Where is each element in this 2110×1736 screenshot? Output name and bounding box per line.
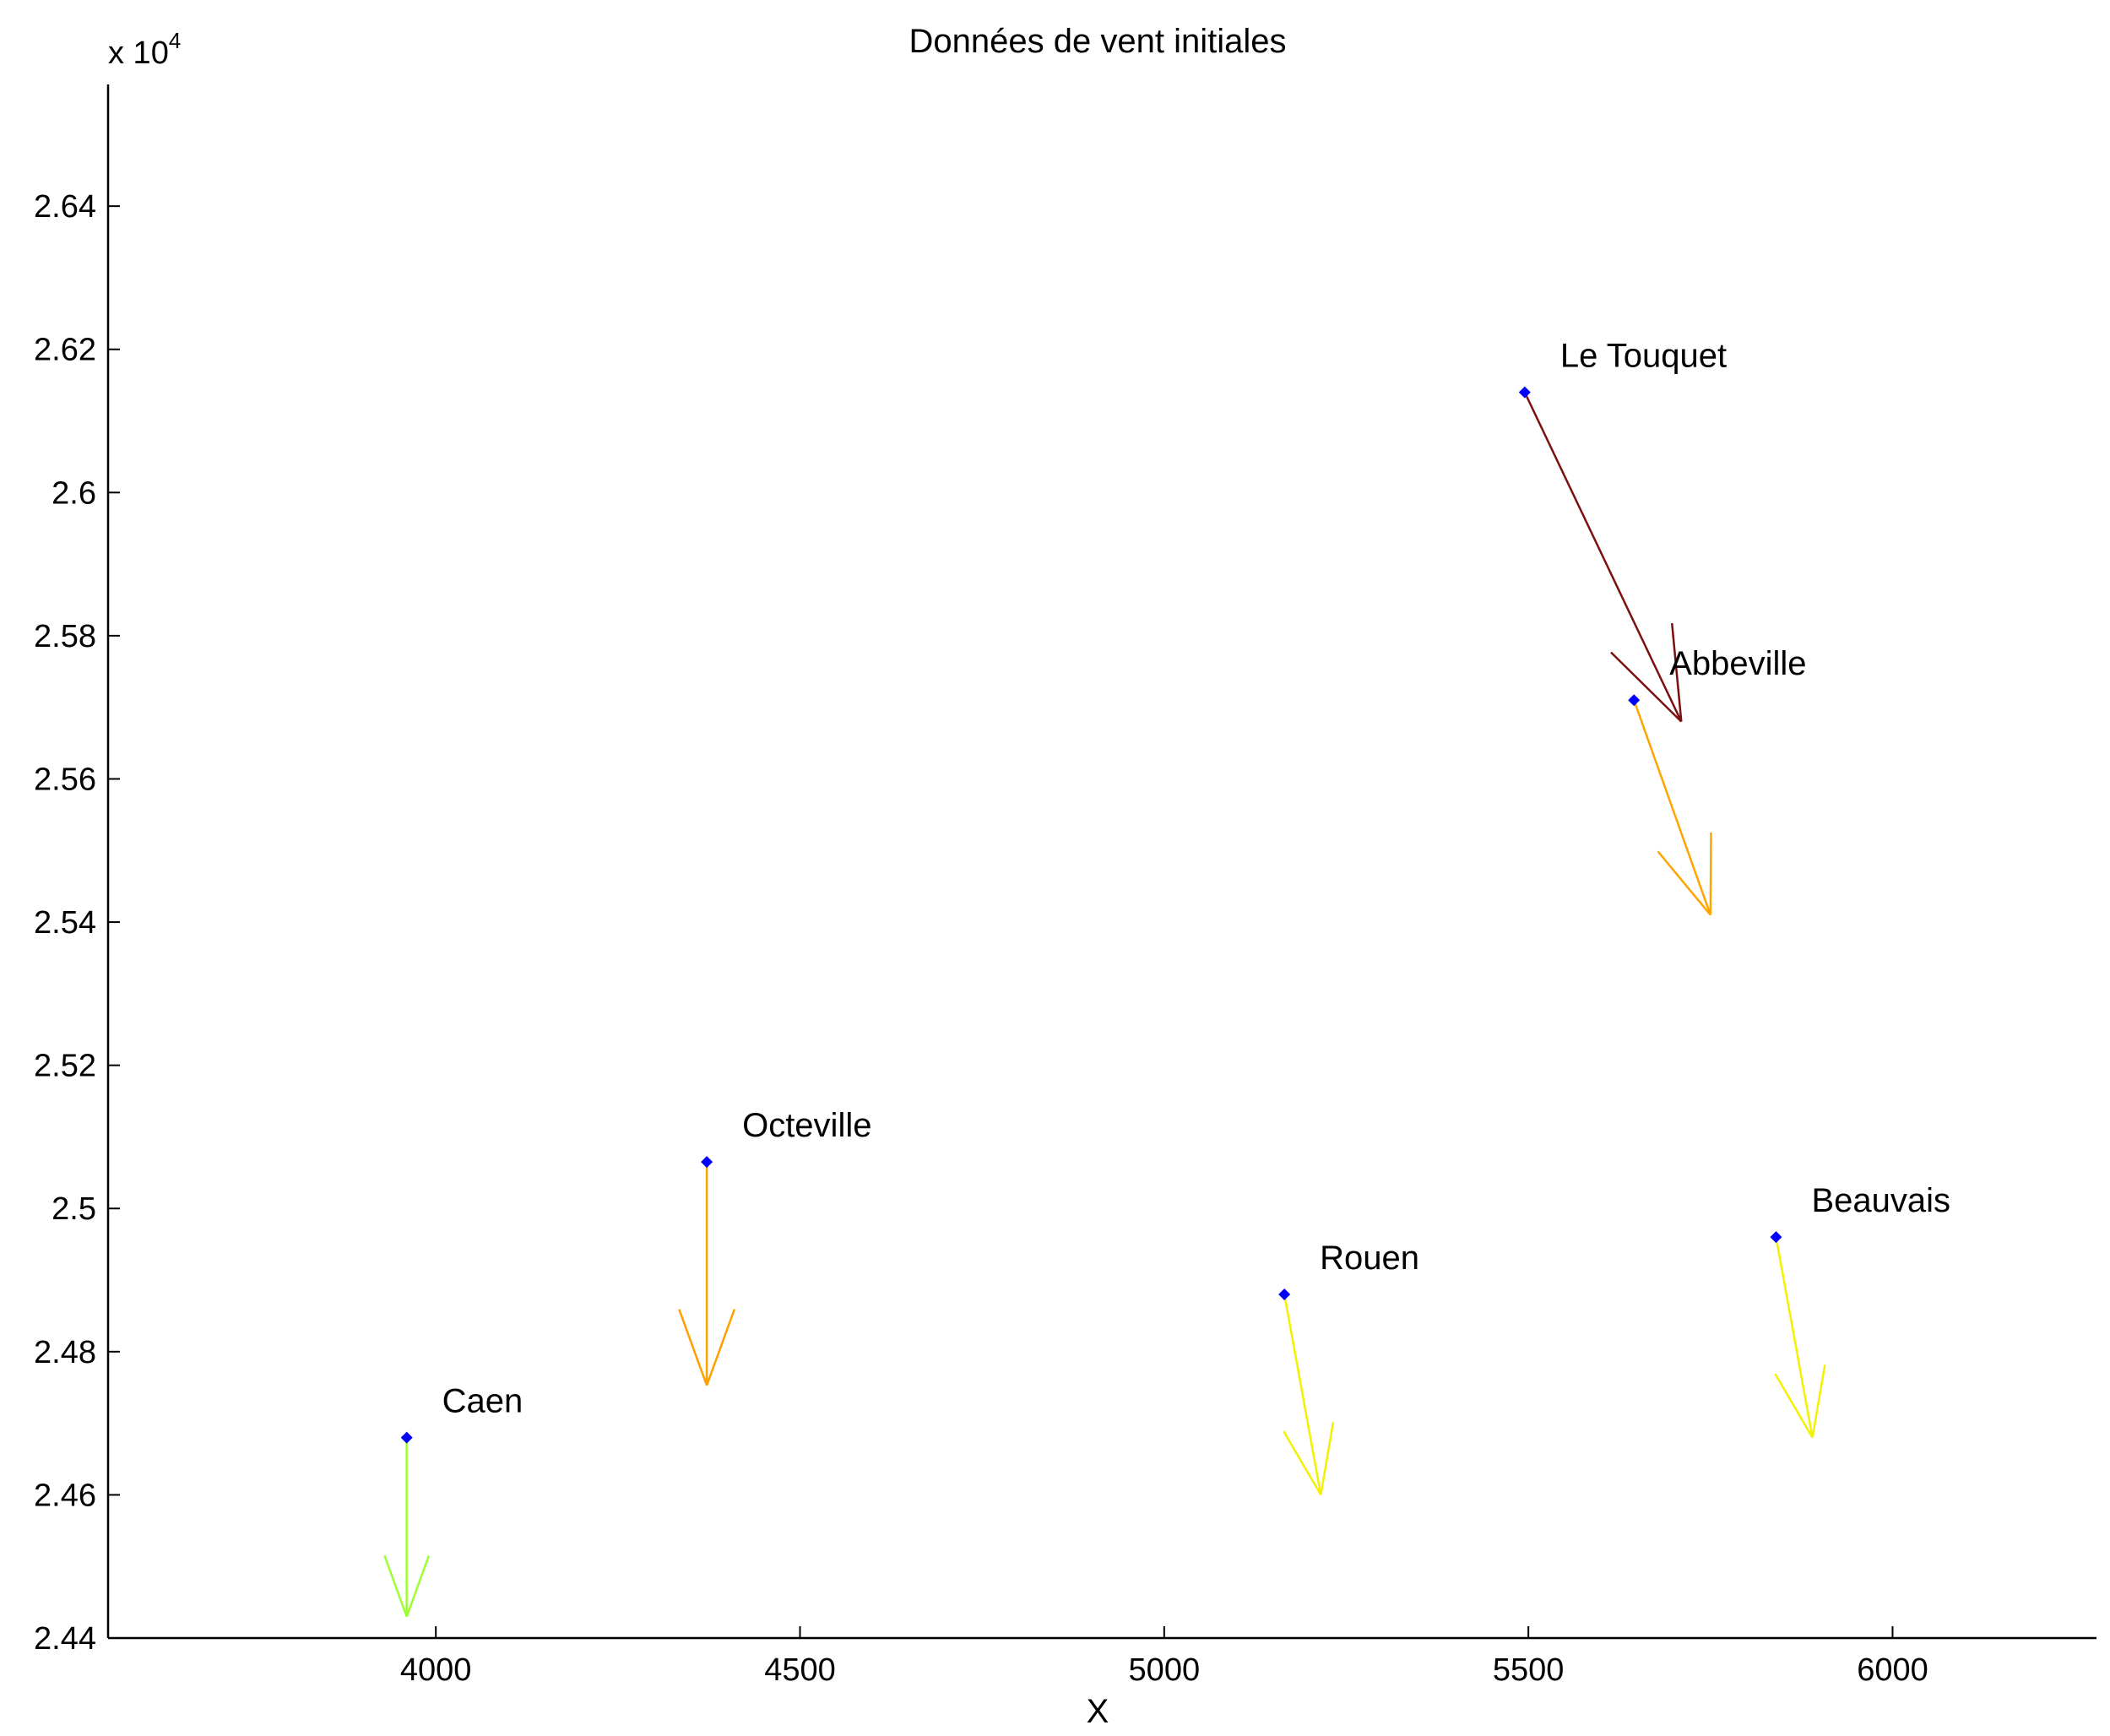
wind-arrow-shaft xyxy=(1283,1294,1322,1495)
wind-arrow xyxy=(678,1162,736,1386)
wind-arrow-head xyxy=(405,1555,431,1617)
wind-arrow xyxy=(1283,1294,1335,1496)
y-tick-label: 2.62 xyxy=(34,333,96,368)
wind-arrow-shaft xyxy=(1633,699,1711,916)
station-label: Le Touquet xyxy=(1560,338,1727,375)
wind-arrow xyxy=(1774,1236,1826,1439)
station-marker xyxy=(1518,386,1531,399)
x-tick-label: 4500 xyxy=(764,1652,836,1688)
wind-arrow-head xyxy=(1283,1430,1322,1496)
y-tick-label: 2.54 xyxy=(34,905,96,941)
x-tick-label: 4000 xyxy=(400,1652,472,1688)
station-labels: Le Touquet Abbeville Octeville Rouen Beauvai… xyxy=(442,338,1950,1420)
y-tick-label: 2.52 xyxy=(34,1049,96,1084)
station-label: Abbeville xyxy=(1669,645,1806,682)
wind-arrow-shaft xyxy=(1775,1236,1814,1438)
wind-arrow-head xyxy=(1774,1373,1814,1439)
wind-arrow-head xyxy=(1811,1364,1826,1438)
wind-arrow xyxy=(1523,392,1683,723)
svg-text:x 104: x 104 xyxy=(108,28,181,71)
wind-arrow xyxy=(1633,699,1712,916)
y-tick-label: 2.6 xyxy=(52,475,96,511)
y-axis-multiplier-base: x 10 xyxy=(108,35,169,71)
axis-ticks: 4000 4500 5000 5500 6000 2.44 2.46 2.48 2.5 2.52 2… xyxy=(34,189,1928,1688)
station-marker xyxy=(1770,1231,1782,1244)
y-tick-label: 2.46 xyxy=(34,1478,96,1513)
wind-arrow-head xyxy=(1670,623,1683,722)
y-tick-label: 2.64 xyxy=(34,189,96,225)
wind-arrow xyxy=(383,1437,431,1617)
station-marker xyxy=(400,1431,413,1444)
y-axis-multiplier: x 104 xyxy=(108,28,181,71)
wind-arrow-head xyxy=(705,1309,736,1386)
station-label: Rouen xyxy=(1320,1240,1419,1277)
wind-arrow-head xyxy=(1657,850,1711,916)
station-label: Caen xyxy=(442,1383,523,1420)
x-axis-label: X xyxy=(1087,1693,1109,1730)
station-label: Octeville xyxy=(742,1107,871,1144)
y-tick-label: 2.44 xyxy=(34,1621,96,1657)
station-markers xyxy=(400,386,1782,1444)
x-tick-label: 5000 xyxy=(1129,1652,1201,1688)
wind-arrow-head xyxy=(678,1309,708,1386)
wind-arrow-head xyxy=(1320,1422,1335,1495)
chart-title: Données de vent initiales xyxy=(909,23,1287,60)
wind-arrow-shaft xyxy=(1523,392,1683,723)
y-axis-multiplier-exponent: 4 xyxy=(169,28,181,53)
y-tick-label: 2.48 xyxy=(34,1335,96,1370)
station-marker xyxy=(1278,1288,1291,1300)
y-tick-label: 2.56 xyxy=(34,762,96,797)
station-marker xyxy=(1628,694,1641,707)
x-tick-label: 5500 xyxy=(1493,1652,1565,1688)
station-label: Beauvais xyxy=(1811,1182,1950,1219)
wind-arrow-head xyxy=(383,1555,408,1617)
wind-arrows xyxy=(383,392,1826,1617)
axes xyxy=(106,84,2096,1640)
wind-arrow-head xyxy=(1610,651,1683,723)
station-marker xyxy=(701,1156,713,1169)
x-tick-label: 6000 xyxy=(1857,1652,1928,1688)
y-tick-label: 2.58 xyxy=(34,619,96,654)
y-tick-label: 2.5 xyxy=(52,1191,96,1227)
